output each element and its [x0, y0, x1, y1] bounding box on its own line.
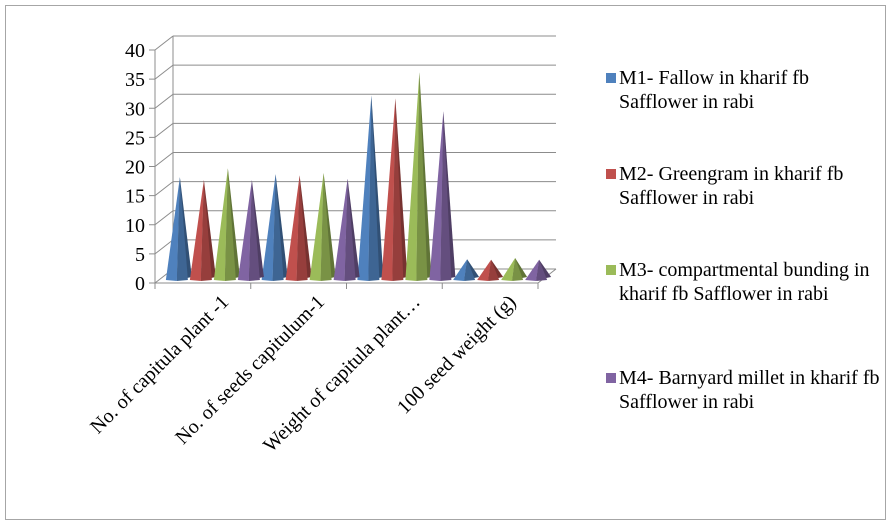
bar-face-front: [525, 259, 540, 281]
bar-face-front: [477, 259, 492, 281]
bar-3-1: [213, 168, 240, 281]
bar-face-front: [261, 174, 276, 281]
bar-3-3: [405, 72, 432, 282]
bar-face-shade: [272, 174, 284, 281]
bar-4-3: [429, 111, 456, 282]
bar-face-shade: [488, 259, 500, 281]
gridline-side: [154, 122, 174, 138]
bar-face-front: [501, 258, 516, 281]
bar-face-front: [213, 168, 228, 281]
bar-face-shade: [176, 177, 188, 281]
bar-4-1: [237, 179, 264, 281]
bar-face-front: [309, 172, 324, 281]
bar-face-front: [357, 95, 372, 281]
legend-swatch-m3: [606, 265, 616, 275]
legend-swatch-m1: [606, 73, 616, 83]
y-tick-label: 20: [125, 157, 145, 179]
bar-face-front: [429, 111, 444, 282]
legend-swatch-m4: [606, 373, 616, 383]
y-tick-label: 0: [135, 273, 145, 295]
y-tick-label: 5: [135, 244, 145, 266]
bar-face-shade: [296, 175, 308, 281]
bar-face-shade: [512, 258, 524, 281]
bar-face-front: [453, 259, 468, 281]
bar-4-2: [333, 178, 360, 281]
bar-1-2: [261, 174, 288, 281]
gridline-side: [154, 35, 174, 51]
bar-2-4: [477, 259, 504, 281]
bar-face-shade: [320, 172, 332, 281]
gridline-side: [154, 210, 174, 226]
bar-face-shade: [368, 95, 380, 281]
bar-2-1: [189, 179, 216, 281]
gridline-side: [154, 93, 174, 109]
legend-entry-m1: M1- Fallow in kharif fb Safflower in rab…: [606, 66, 886, 162]
legend-entry-m3: M3- compartmental bunding in kharif fb S…: [606, 258, 886, 366]
bar-face-shade: [200, 179, 212, 281]
legend-label-m4: M4- Barnyard millet in kharif fb Safflow…: [619, 367, 880, 413]
legend-entry-m4: M4- Barnyard millet in kharif fb Safflow…: [606, 366, 886, 414]
legend-entry-m2: M2- Greengram in kharif fb Safflower in …: [606, 162, 886, 258]
x-tick-label: Weight of capitula plant…: [259, 291, 425, 457]
y-tick-label: 30: [125, 98, 145, 120]
legend-label-m3: M3- compartmental bunding in kharif fb S…: [619, 259, 870, 305]
bar-face-shade: [248, 179, 260, 281]
bar-face-front: [333, 178, 348, 281]
bar-face-front: [381, 98, 396, 281]
bar-face-shade: [392, 98, 404, 281]
bar-2-3: [381, 98, 408, 281]
legend-label-m2: M2- Greengram in kharif fb Safflower in …: [619, 163, 844, 209]
legend-swatch-m2: [606, 169, 616, 179]
bar-face-shade: [224, 168, 236, 281]
gridline-side: [154, 152, 174, 167]
y-tick-label: 10: [125, 215, 145, 237]
bar-1-3: [357, 95, 384, 281]
y-tick-label: 35: [125, 69, 145, 91]
gridline-side: [154, 64, 174, 80]
bar-face-shade: [536, 259, 548, 281]
bar-1-1: [165, 177, 192, 281]
y-tick-label: 25: [125, 127, 145, 149]
gridline-side: [154, 181, 174, 197]
y-tick-label: 15: [125, 186, 145, 208]
bar-face-shade: [416, 72, 428, 282]
bar-3-4: [501, 258, 528, 281]
bar-face-front: [285, 175, 300, 281]
bar-face-shade: [440, 111, 452, 282]
chart-legend: M1- Fallow in kharif fb Safflower in rab…: [606, 66, 886, 414]
bar-face-shade: [344, 178, 356, 281]
bar-face-front: [189, 179, 204, 281]
bar-face-front: [237, 179, 252, 281]
gridline-side: [154, 239, 174, 255]
bar-face-shade: [464, 259, 476, 281]
bar-1-4: [453, 259, 480, 281]
bar-3-2: [309, 172, 336, 281]
legend-label-m1: M1- Fallow in kharif fb Safflower in rab…: [619, 67, 809, 113]
bar-4-4: [525, 259, 552, 281]
bar-2-2: [285, 175, 312, 281]
bar-face-front: [165, 177, 180, 281]
y-tick-label: 40: [125, 40, 145, 62]
bar-face-front: [405, 72, 420, 282]
